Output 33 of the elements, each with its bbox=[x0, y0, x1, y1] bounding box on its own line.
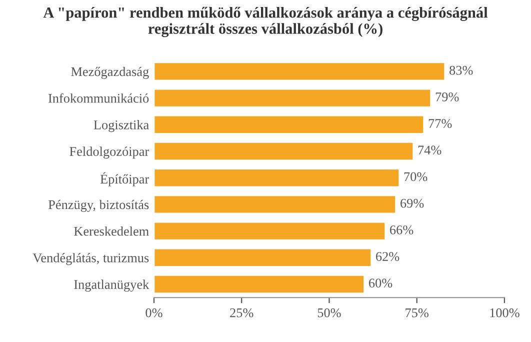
bar bbox=[154, 221, 386, 241]
y-tick-label: Feldolgozóipar bbox=[70, 146, 150, 159]
bar bbox=[154, 114, 425, 134]
x-tick-label: 100% bbox=[490, 308, 520, 318]
chart-title: A "papíron" rendben működő vállalkozások aránya a cégbíróságnál regisztrált összes vállalkozásból (%) bbox=[43, 6, 488, 38]
x-tick-label: 25% bbox=[230, 308, 254, 318]
bar bbox=[154, 248, 372, 268]
data-label: 79% bbox=[436, 92, 459, 102]
data-label: 74% bbox=[418, 146, 442, 155]
data-label: 77% bbox=[428, 119, 452, 128]
bar bbox=[154, 274, 365, 294]
data-label: 60% bbox=[369, 278, 392, 288]
y-tick-label: Mezőgazdaság bbox=[71, 66, 149, 79]
y-tick-label: Infokommunikáció bbox=[48, 93, 149, 103]
bar bbox=[154, 62, 446, 82]
data-label: 69% bbox=[400, 198, 424, 208]
y-tick-label: Építőipar bbox=[100, 172, 150, 186]
bar bbox=[154, 88, 432, 108]
data-label: 66% bbox=[390, 225, 414, 234]
x-tick-label: 75% bbox=[406, 308, 428, 318]
x-tick-label: 50% bbox=[318, 308, 341, 318]
bar bbox=[154, 168, 400, 188]
y-tick-label: Kereskedelem bbox=[74, 226, 149, 236]
y-tick-label: Logisztika bbox=[94, 120, 149, 132]
data-label: 83% bbox=[450, 66, 473, 75]
x-tick-label: 0% bbox=[146, 308, 162, 318]
bar bbox=[154, 142, 414, 161]
y-tick-label: Ingatlanügyek bbox=[74, 280, 150, 292]
data-label: 70% bbox=[404, 172, 428, 182]
y-tick-label: Vendéglátás, turizmus bbox=[32, 253, 149, 266]
y-tick-label: Pénzügy, biztosítás bbox=[48, 200, 149, 212]
data-label: 62% bbox=[376, 252, 400, 261]
bar bbox=[154, 194, 396, 214]
